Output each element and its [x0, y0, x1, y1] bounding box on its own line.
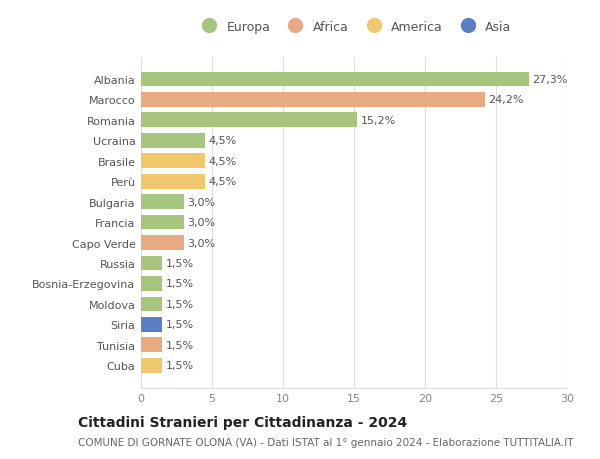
Bar: [141, 358, 162, 373]
Text: 1,5%: 1,5%: [166, 258, 194, 269]
Text: COMUNE DI GORNATE OLONA (VA) - Dati ISTAT al 1° gennaio 2024 - Elaborazione TUTT: COMUNE DI GORNATE OLONA (VA) - Dati ISTA…: [78, 437, 574, 447]
Bar: [141, 215, 184, 230]
Bar: [141, 73, 529, 87]
Bar: [141, 113, 357, 128]
Text: 1,5%: 1,5%: [166, 299, 194, 309]
Legend: Europa, Africa, America, Asia: Europa, Africa, America, Asia: [196, 21, 512, 34]
Bar: [141, 93, 485, 107]
Bar: [141, 297, 162, 312]
Text: 1,5%: 1,5%: [166, 319, 194, 330]
Bar: [141, 317, 162, 332]
Bar: [141, 235, 184, 250]
Text: 3,0%: 3,0%: [187, 218, 215, 228]
Bar: [141, 276, 162, 291]
Text: 1,5%: 1,5%: [166, 360, 194, 370]
Text: 1,5%: 1,5%: [166, 279, 194, 289]
Bar: [141, 256, 162, 271]
Bar: [141, 174, 205, 189]
Text: Cittadini Stranieri per Cittadinanza - 2024: Cittadini Stranieri per Cittadinanza - 2…: [78, 415, 407, 429]
Bar: [141, 134, 205, 148]
Text: 4,5%: 4,5%: [208, 136, 236, 146]
Text: 15,2%: 15,2%: [361, 116, 395, 126]
Bar: [141, 338, 162, 353]
Text: 4,5%: 4,5%: [208, 157, 236, 166]
Text: 24,2%: 24,2%: [488, 95, 524, 105]
Text: 3,0%: 3,0%: [187, 238, 215, 248]
Text: 1,5%: 1,5%: [166, 340, 194, 350]
Bar: [141, 154, 205, 169]
Text: 4,5%: 4,5%: [208, 177, 236, 187]
Text: 3,0%: 3,0%: [187, 197, 215, 207]
Bar: [141, 195, 184, 210]
Text: 27,3%: 27,3%: [532, 75, 568, 85]
